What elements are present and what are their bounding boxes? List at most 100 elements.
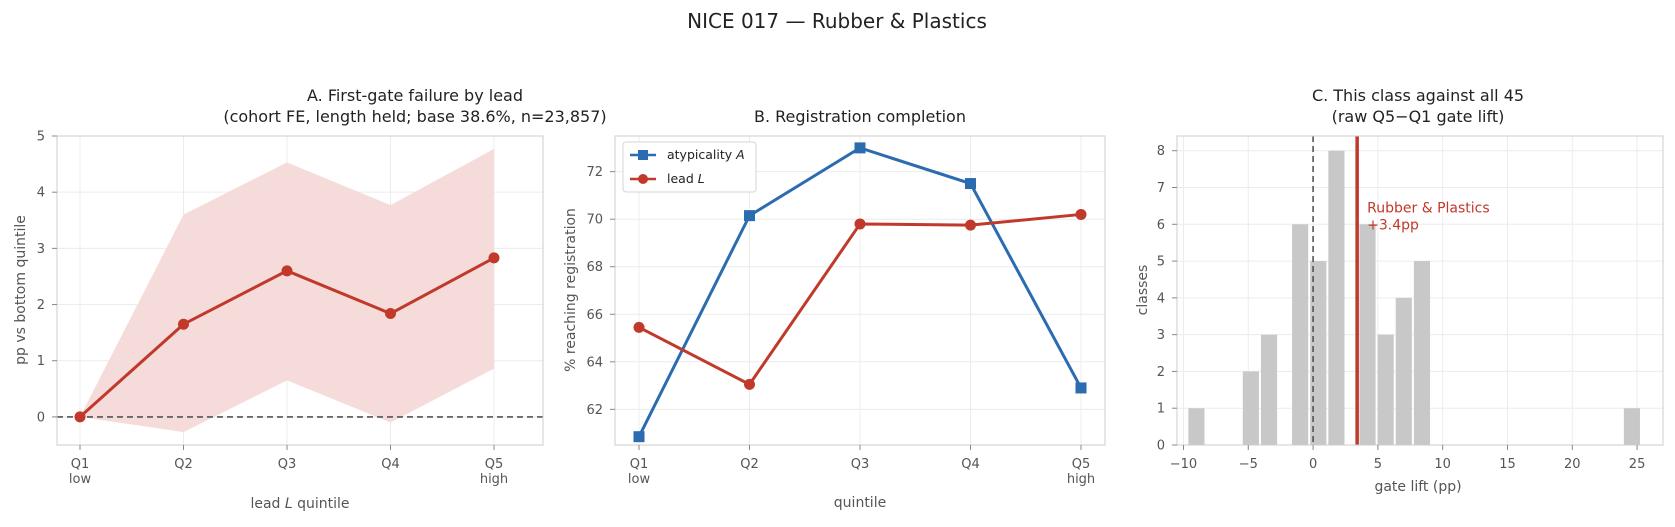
y-tick-label: 1 <box>1157 402 1165 417</box>
data-point-lead <box>854 218 866 230</box>
legend-marker-square <box>638 150 648 160</box>
x-tick-label: Q2 <box>174 457 193 472</box>
x-tick-label: 15 <box>1499 457 1516 472</box>
legend-box <box>622 141 757 193</box>
panel-c-frame <box>1176 135 1664 446</box>
x-tick-label: 10 <box>1434 457 1451 472</box>
histogram-bar <box>1188 408 1205 445</box>
x-tick-sublabel: low <box>69 472 92 487</box>
y-tick-label: 5 <box>1157 255 1165 270</box>
x-tick-label: 5 <box>1374 457 1382 472</box>
histogram-bar <box>1260 334 1278 445</box>
y-tick-label: 2 <box>37 298 45 313</box>
y-tick-label: 0 <box>1157 439 1165 454</box>
x-tick-sublabel: high <box>1067 472 1095 487</box>
y-tick-label: 3 <box>37 242 45 257</box>
histogram-bar <box>1413 261 1431 445</box>
x-tick-label: Q1 <box>71 457 90 472</box>
panel-c-x-label: gate lift (pp) <box>1374 479 1461 495</box>
data-point-lead <box>965 219 976 231</box>
data-point-atypicality <box>965 178 976 190</box>
panel-b-legend: atypicality A lead L <box>622 141 757 193</box>
x-tick-label: Q3 <box>851 457 870 472</box>
x-tick-label: −10 <box>1170 457 1197 472</box>
x-tick-sublabel: low <box>628 472 651 487</box>
y-tick-label: 8 <box>1157 144 1165 159</box>
panel-c-histogram-bars <box>1188 150 1640 445</box>
y-tick-label: 64 <box>586 355 603 370</box>
panel-a-x-label: lead L quintile <box>250 496 349 512</box>
data-point-lead <box>1075 208 1087 220</box>
legend-marker-circle <box>638 174 648 184</box>
panel-a-frame <box>56 135 544 446</box>
panel-a-confidence-band <box>80 148 494 433</box>
histogram-bar <box>1395 297 1412 445</box>
y-tick-label: 2 <box>1157 365 1165 380</box>
panel-a: A. First-gate failure by lead (cohort FE… <box>13 86 607 512</box>
data-point <box>178 318 189 330</box>
panel-a-points <box>74 252 500 423</box>
data-point <box>488 252 500 264</box>
histogram-bar <box>1242 371 1259 445</box>
panel-b-y-label: % reaching registration <box>563 208 579 372</box>
data-point-lead <box>744 378 755 390</box>
data-point-atypicality <box>633 431 645 443</box>
x-tick-label: 0 <box>1309 457 1317 472</box>
panel-c-y-ticks: 0 1 2 3 4 5 6 7 8 <box>1157 144 1177 454</box>
y-tick-label: 6 <box>1157 218 1165 233</box>
x-tick-label: Q5 <box>1072 457 1091 472</box>
panel-b-y-ticks: 62 64 66 68 70 72 <box>586 165 615 418</box>
legend-label-atypicality: atypicality A <box>667 147 745 162</box>
data-point <box>281 265 293 277</box>
data-point-lead <box>633 321 645 333</box>
x-tick-label: Q2 <box>740 457 759 472</box>
histogram-bar <box>1310 261 1327 445</box>
y-tick-label: 72 <box>586 165 603 180</box>
x-tick-label: Q1 <box>630 457 649 472</box>
y-tick-label: 7 <box>1157 181 1165 196</box>
data-point-atypicality <box>854 142 866 154</box>
histogram-bar <box>1359 224 1376 445</box>
x-tick-label: Q4 <box>961 457 980 472</box>
histogram-bar <box>1623 408 1640 445</box>
x-tick-label: 20 <box>1564 457 1581 472</box>
legend-label-lead: lead L <box>667 171 705 186</box>
panel-a-title: A. First-gate failure by lead <box>307 86 523 105</box>
confidence-band <box>80 148 494 433</box>
highlight-label: Rubber & Plastics <box>1367 201 1490 217</box>
data-point-atypicality <box>1075 382 1087 394</box>
panel-c-x-ticks: −10 −5 0 5 10 15 20 25 <box>1170 445 1646 472</box>
y-tick-label: 0 <box>37 410 45 425</box>
panel-a-y-label: pp vs bottom quintile <box>13 215 29 365</box>
panel-b-points <box>633 142 1087 443</box>
histogram-bar <box>1292 224 1309 445</box>
x-tick-label: −5 <box>1239 457 1258 472</box>
panel-a-subtitle: (cohort FE, length held; base 38.6%, n=2… <box>223 107 606 126</box>
y-tick-label: 4 <box>37 186 45 201</box>
figure-title: NICE 017 — Rubber & Plastics <box>687 9 987 33</box>
y-tick-label: 68 <box>586 260 603 275</box>
data-point-atypicality <box>744 210 755 222</box>
histogram-bar <box>1328 150 1345 445</box>
panel-c-title: C. This class against all 45 <box>1312 86 1524 105</box>
y-tick-label: 62 <box>586 403 603 418</box>
y-tick-label: 5 <box>37 130 45 145</box>
x-tick-label: 25 <box>1629 457 1646 472</box>
x-tick-label: Q5 <box>485 457 504 472</box>
histogram-bar <box>1377 334 1394 445</box>
panel-c-y-label: classes <box>1135 265 1151 316</box>
y-tick-label: 66 <box>586 308 603 323</box>
panel-c: C. This class against all 45 (raw Q5−Q1 … <box>1135 86 1664 495</box>
highlight-value-label: +3.4pp <box>1367 217 1419 233</box>
panel-b-x-label: quintile <box>834 495 886 511</box>
y-tick-label: 3 <box>1157 328 1165 343</box>
x-tick-sublabel: high <box>480 472 508 487</box>
y-tick-label: 1 <box>37 354 45 369</box>
panel-a-y-ticks: 0 1 2 3 4 5 <box>37 130 57 425</box>
data-point <box>385 308 396 320</box>
x-tick-label: Q3 <box>278 457 297 472</box>
